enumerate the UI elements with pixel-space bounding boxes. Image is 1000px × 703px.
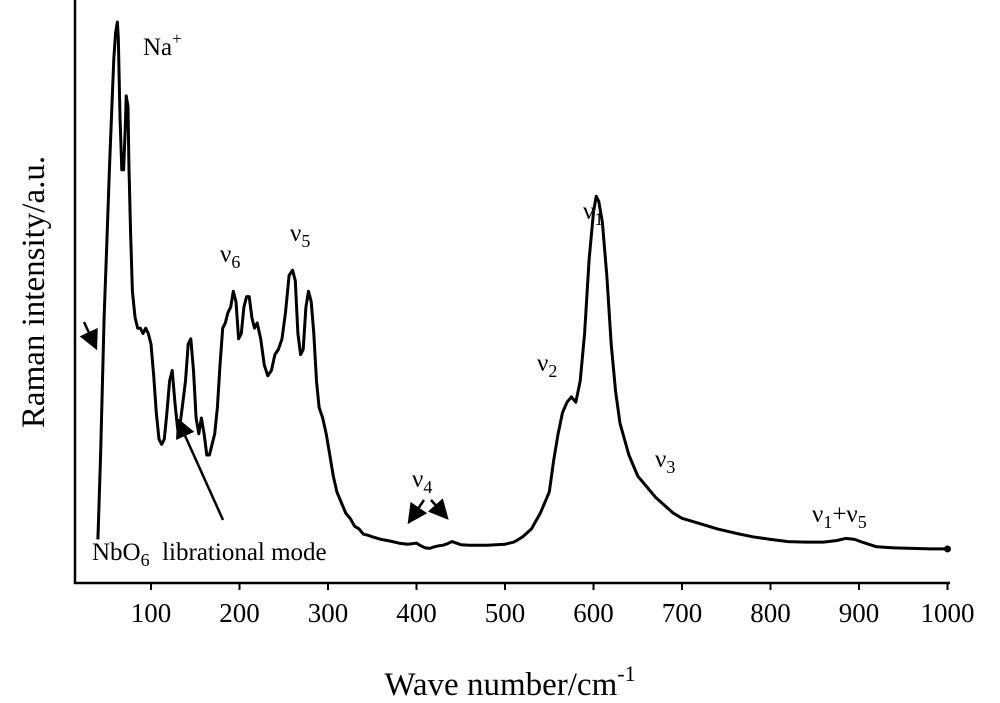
x-tick-label: 100 xyxy=(131,598,172,628)
nu4-arrow-left xyxy=(407,499,428,525)
annotation-nu5: ν5 xyxy=(290,220,310,251)
annotation-nu6: ν6 xyxy=(220,241,240,272)
x-axis-title: Wave number/cm-1 xyxy=(384,661,635,703)
x-tick-label: 800 xyxy=(750,598,791,628)
annotation-nbo6-librational-mode: NbO6 librational mode xyxy=(92,539,327,570)
nbo6-arrow xyxy=(176,417,225,521)
nu4-arrow-right xyxy=(427,498,449,520)
x-tick-label: 900 xyxy=(839,598,880,628)
annotation-nu1-plus-nu5: ν1+ν5 xyxy=(812,501,867,532)
x-tick-label: 700 xyxy=(662,598,703,628)
x-tick-label: 600 xyxy=(573,598,614,628)
spectrum-line xyxy=(96,20,948,551)
left-edge-arrow xyxy=(79,321,98,351)
x-tick-label: 1000 xyxy=(921,598,975,628)
annotation-nu3: ν3 xyxy=(655,446,675,477)
x-tick-label: 400 xyxy=(396,598,437,628)
x-tick-label: 300 xyxy=(308,598,349,628)
x-tick-label: 200 xyxy=(219,598,260,628)
spectrum-end-marker xyxy=(944,545,951,553)
annotation-nu1: ν1 xyxy=(583,198,603,229)
annotation-na-plus: Na+ xyxy=(143,29,182,61)
x-tick-group: 100 200 300 400 500 600 700 800 900 1000 xyxy=(131,583,975,628)
x-tick-label: 500 xyxy=(485,598,526,628)
annotation-nu4: ν4 xyxy=(412,466,432,497)
y-axis-title: Raman intensity/a.u. xyxy=(16,156,52,428)
annotation-nu2: ν2 xyxy=(537,350,557,381)
